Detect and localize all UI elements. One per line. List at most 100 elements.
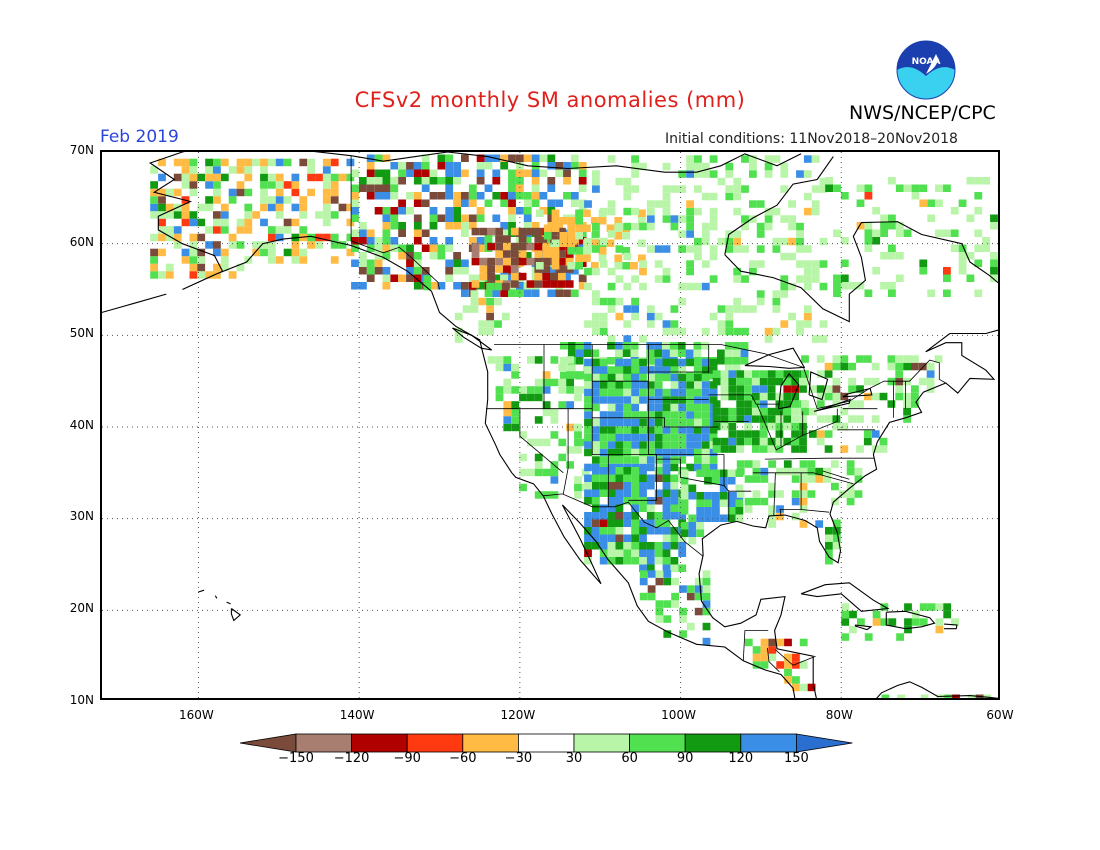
anomaly-cell (574, 446, 582, 454)
anomaly-cell (578, 237, 587, 245)
anomaly-cell (479, 227, 488, 236)
anomaly-cell (566, 356, 574, 364)
anomaly-cell (638, 239, 646, 247)
anomaly-cell (709, 155, 718, 163)
anomaly-cell (638, 209, 646, 217)
anomaly-cell (476, 214, 485, 222)
anomaly-cell (871, 430, 880, 438)
anomaly-cell (670, 433, 679, 442)
anomaly-cell (623, 335, 632, 343)
anomaly-cell (359, 252, 367, 260)
lon-label: 60W (986, 708, 1014, 722)
anomaly-cell (599, 527, 608, 535)
anomaly-cell (655, 615, 664, 623)
anomaly-cell (756, 200, 765, 208)
anomaly-cell (871, 362, 880, 371)
anomaly-cell (888, 289, 896, 297)
anomaly-cell (559, 239, 568, 247)
anomaly-cell (655, 570, 664, 578)
anomaly-cell (566, 461, 574, 469)
anomaly-cell (542, 242, 551, 251)
anomaly-cell (767, 445, 776, 453)
anomaly-cell (563, 192, 571, 200)
anomaly-cell (983, 694, 992, 698)
anomaly-cell (780, 275, 789, 283)
anomaly-cell (220, 256, 229, 264)
anomaly-cell (990, 274, 998, 282)
anomaly-cell (630, 262, 638, 270)
anomaly-cell (725, 245, 734, 253)
anomaly-cell (607, 381, 616, 389)
anomaly-cell (686, 260, 694, 268)
anomaly-cell (542, 265, 551, 273)
lat-label: 20N (69, 601, 94, 615)
anomaly-cell (374, 244, 383, 252)
anomaly-cell (468, 184, 477, 192)
anomaly-cell (662, 519, 671, 527)
anomaly-cell (775, 445, 784, 453)
anomaly-cell (534, 491, 543, 499)
anomaly-cell (840, 355, 849, 363)
anomaly-cell (775, 377, 784, 386)
anomaly-cell (560, 357, 568, 365)
legend-swatch (406, 733, 464, 753)
anomaly-cell (704, 507, 712, 515)
anomaly-cell (647, 570, 656, 578)
anomaly-cell (398, 274, 406, 282)
anomaly-cell (615, 534, 624, 542)
anomaly-cell (330, 181, 339, 189)
anomaly-cell (158, 188, 166, 197)
anomaly-cell (584, 448, 592, 457)
anomaly-cell (623, 489, 632, 497)
anomaly-cell (841, 610, 850, 619)
lon-label: 80W (825, 708, 853, 722)
anomaly-cell (646, 305, 655, 313)
anomaly-cell (694, 433, 702, 442)
anomaly-cell (607, 267, 616, 276)
anomaly-cell (694, 237, 702, 246)
anomaly-cell (832, 362, 841, 371)
anomaly-cell (654, 448, 663, 457)
anomaly-cell (454, 327, 463, 336)
anomaly-cell (584, 245, 592, 253)
anomaly-cell (260, 173, 268, 182)
anomaly-cell (678, 512, 687, 520)
anomaly-cell (670, 327, 679, 336)
anomaly-cell (680, 477, 689, 485)
anomaly-cell (220, 263, 229, 272)
anomaly-cell (849, 610, 857, 619)
anomaly-cell (816, 392, 825, 401)
anomaly-cell (864, 244, 873, 252)
anomaly-cell (768, 520, 776, 528)
anomaly-cell (887, 400, 896, 408)
anomaly-cell (614, 262, 623, 270)
anomaly-cell (445, 184, 454, 192)
anomaly-cell (500, 222, 509, 230)
anomaly-cell (213, 263, 221, 272)
anomaly-cell (639, 577, 648, 586)
anomaly-cell (351, 199, 359, 207)
anomaly-cell (584, 463, 592, 472)
anomaly-cell (717, 305, 726, 313)
anomaly-cell (709, 192, 718, 201)
anomaly-cell (819, 282, 828, 291)
anomaly-cell (735, 507, 744, 515)
anomaly-cell (607, 403, 616, 412)
anomaly-cell (678, 185, 687, 193)
anomaly-cell (578, 274, 587, 282)
anomaly-cell (614, 217, 623, 225)
anomaly-cell (803, 260, 812, 268)
anomaly-cell (510, 257, 519, 266)
anomaly-cell (958, 244, 967, 252)
anomaly-cell (421, 229, 430, 237)
legend-tick-label: 120 (728, 751, 754, 766)
anomaly-cell (694, 426, 702, 434)
anomaly-cell (655, 600, 664, 608)
anomaly-cell (654, 349, 662, 357)
anomaly-cell (733, 245, 742, 253)
anomaly-cell (639, 448, 647, 457)
anomaly-cell (670, 504, 679, 512)
anomaly-cell (189, 256, 198, 264)
anomaly-cell (736, 407, 745, 416)
anomaly-cell (788, 312, 796, 321)
